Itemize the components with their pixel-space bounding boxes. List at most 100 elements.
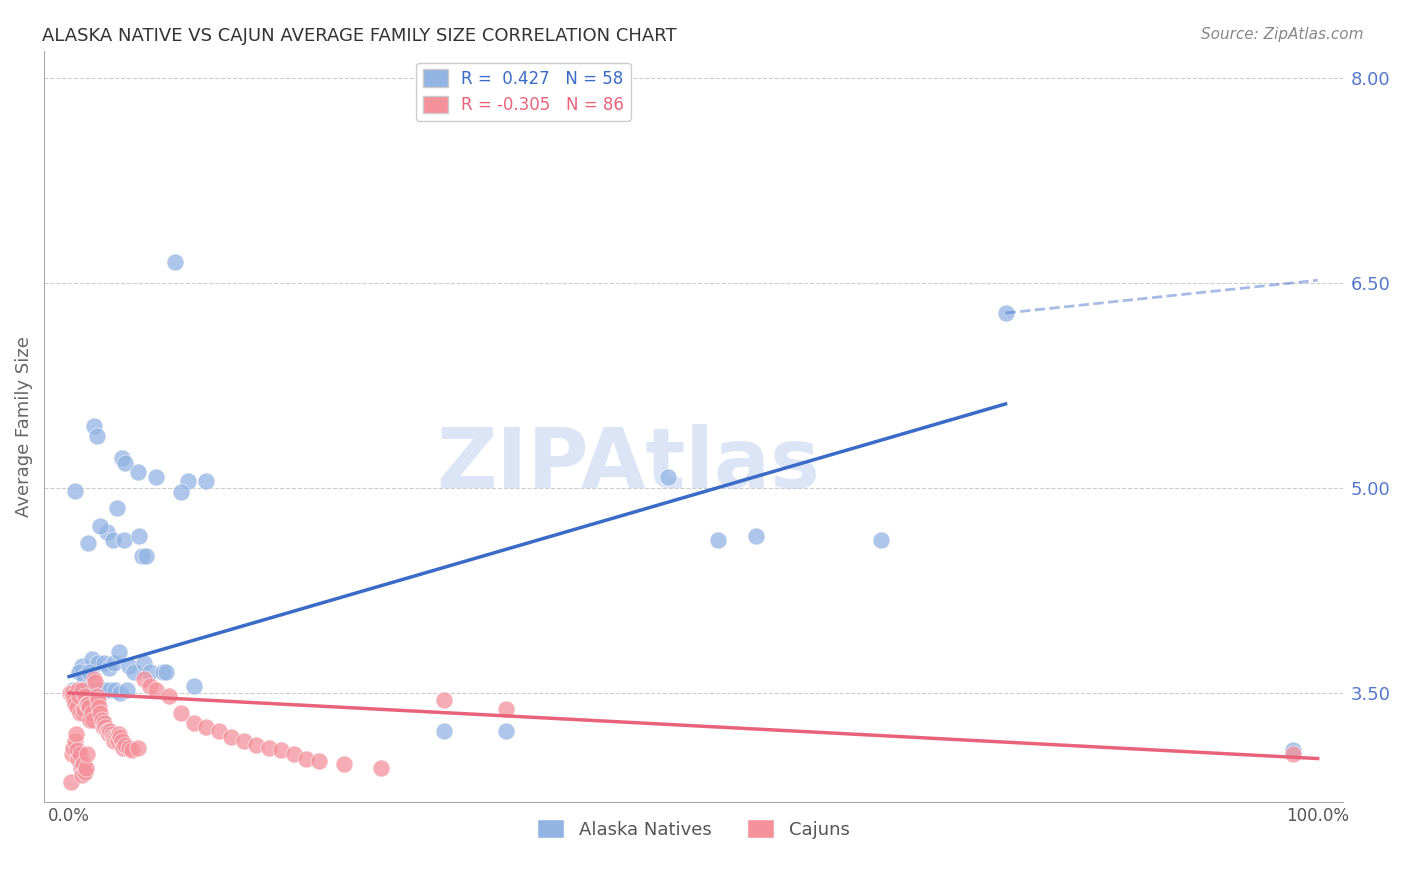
Point [195,720,218,734]
Point [152,665,174,680]
Point [76,535,98,549]
Point [104,683,127,698]
Point [79,713,101,727]
Point [118,658,141,673]
Point [96,524,118,539]
Point [80,652,103,666]
Point [177,474,200,488]
Point [127,465,149,479]
Point [59,774,82,789]
Point [115,683,138,698]
Point [155,665,177,680]
Point [87,699,110,714]
Point [72,683,94,698]
Point [101,730,124,744]
Point [70,761,93,775]
Point [107,733,129,747]
Point [98,661,121,675]
Point [657,470,679,484]
Point [84,683,107,698]
Point [707,533,730,547]
Point [139,665,162,680]
Point [80,706,103,721]
Point [62,689,84,703]
Point [114,738,136,752]
Point [869,533,891,547]
Point [100,727,122,741]
Point [103,733,125,747]
Point [63,693,86,707]
Point [195,474,218,488]
Point [128,529,150,543]
Point [132,673,155,687]
Point [73,702,96,716]
Point [83,673,105,687]
Point [62,740,84,755]
Point [433,693,456,707]
Point [245,738,267,752]
Point [118,740,141,755]
Point [112,533,135,547]
Point [333,757,356,772]
Point [63,733,86,747]
Point [73,669,96,683]
Point [97,724,120,739]
Point [157,689,180,703]
Point [91,720,114,734]
Point [270,743,292,757]
Point [114,456,136,470]
Point [93,656,115,670]
Point [183,716,205,731]
Point [98,683,121,698]
Legend: Alaska Natives, Cajuns: Alaska Natives, Cajuns [530,812,858,846]
Point [73,765,96,780]
Point [131,549,153,564]
Point [232,733,254,747]
Point [76,697,98,711]
Point [132,656,155,670]
Point [183,679,205,693]
Point [295,751,318,765]
Point [72,706,94,721]
Point [1281,747,1303,762]
Point [101,533,124,547]
Text: Source: ZipAtlas.com: Source: ZipAtlas.com [1201,27,1364,42]
Point [62,683,84,698]
Point [86,689,108,703]
Point [108,727,131,741]
Point [98,727,121,741]
Point [110,686,132,700]
Point [70,683,93,698]
Point [105,730,128,744]
Point [94,683,117,698]
Point [90,713,112,727]
Point [59,686,82,700]
Point [67,751,90,765]
Point [1281,743,1303,757]
Point [98,724,121,739]
Point [122,665,145,680]
Point [70,768,93,782]
Point [283,747,305,762]
Point [208,724,231,739]
Point [83,419,105,434]
Point [69,683,91,698]
Point [110,450,132,465]
Point [90,683,112,698]
Y-axis label: Average Family Size: Average Family Size [15,336,32,516]
Point [111,740,134,755]
Point [84,675,107,690]
Point [65,483,87,498]
Point [994,306,1017,320]
Point [77,665,100,680]
Point [75,761,97,775]
Point [60,686,83,700]
Point [139,679,162,693]
Point [76,683,98,698]
Point [308,754,330,768]
Point [67,665,90,680]
Point [89,519,111,533]
Point [103,656,125,670]
Point [65,683,87,698]
Point [69,706,91,721]
